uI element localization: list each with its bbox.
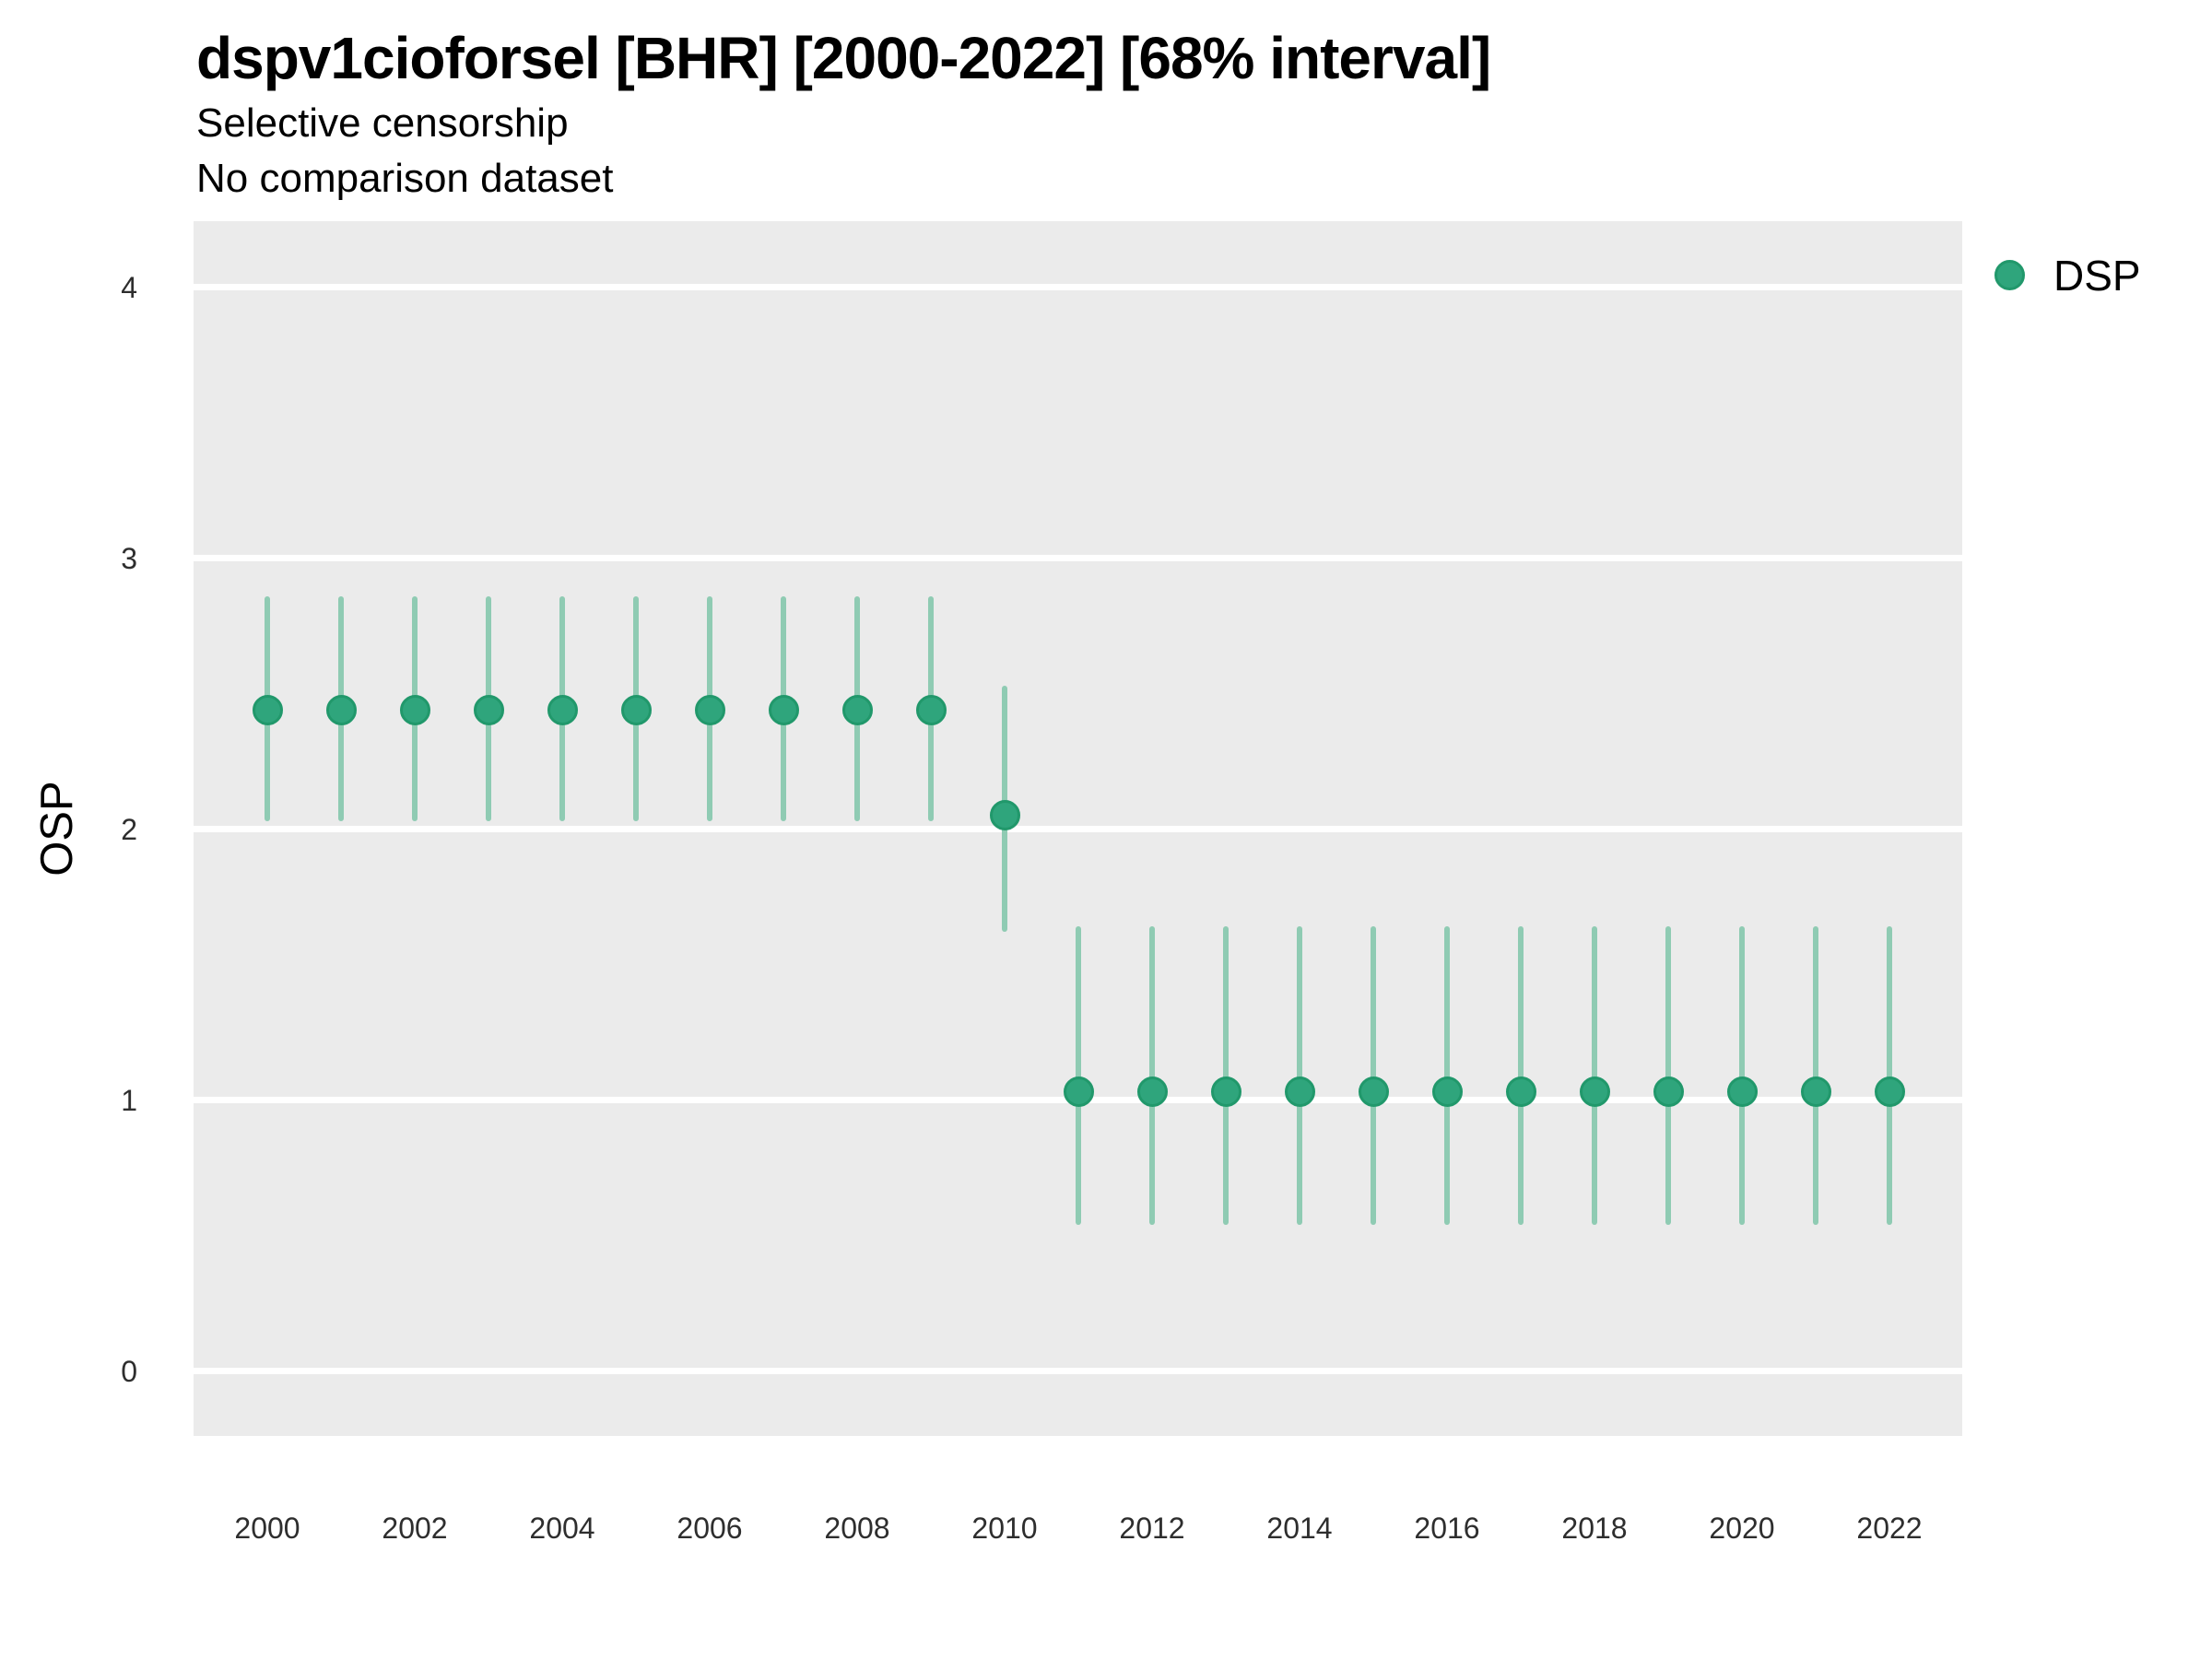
plot-panel bbox=[194, 221, 1962, 1436]
y-tick-label-0: 0 bbox=[121, 1354, 137, 1388]
point-2010 bbox=[989, 800, 1020, 831]
point-2013 bbox=[1210, 1077, 1241, 1108]
x-tick-label-2002: 2002 bbox=[382, 1512, 448, 1545]
point-2021 bbox=[1800, 1077, 1831, 1108]
point-2019 bbox=[1653, 1077, 1684, 1108]
point-2018 bbox=[1579, 1077, 1610, 1108]
point-2012 bbox=[1136, 1077, 1168, 1108]
interval-bar-2021 bbox=[1813, 926, 1818, 1225]
interval-bar-2015 bbox=[1371, 926, 1376, 1225]
legend-dsp-dot-icon bbox=[1994, 260, 2025, 290]
point-2009 bbox=[915, 694, 947, 725]
interval-bar-2016 bbox=[1444, 926, 1450, 1225]
point-2022 bbox=[1874, 1077, 1905, 1108]
x-tick-label-2016: 2016 bbox=[1414, 1512, 1480, 1545]
y-tick-label-4: 4 bbox=[121, 270, 137, 304]
x-tick-label-2008: 2008 bbox=[824, 1512, 890, 1545]
point-2006 bbox=[694, 694, 725, 725]
gridline-y-0 bbox=[194, 1368, 1962, 1374]
x-tick-label-2012: 2012 bbox=[1119, 1512, 1185, 1545]
legend-dsp-label: DSP bbox=[2053, 252, 2141, 300]
point-2008 bbox=[841, 694, 873, 725]
point-2020 bbox=[1726, 1077, 1758, 1108]
interval-bar-2012 bbox=[1149, 926, 1155, 1225]
chart-subtitle-line2: No comparison dataset bbox=[196, 156, 614, 201]
gridline-y-4 bbox=[194, 284, 1962, 290]
x-tick-label-2014: 2014 bbox=[1266, 1512, 1333, 1545]
x-tick-label-2018: 2018 bbox=[1561, 1512, 1628, 1545]
chart-title: dspv1cioforsel [BHR] [2000-2022] [68% in… bbox=[196, 25, 1491, 91]
point-2015 bbox=[1358, 1077, 1389, 1108]
point-2011 bbox=[1063, 1077, 1094, 1108]
chart-subtitle-line1: Selective censorship bbox=[196, 100, 569, 146]
x-tick-label-2010: 2010 bbox=[971, 1512, 1038, 1545]
interval-bar-2022 bbox=[1887, 926, 1892, 1225]
point-2001 bbox=[325, 694, 357, 725]
point-2014 bbox=[1284, 1077, 1315, 1108]
point-2007 bbox=[768, 694, 799, 725]
interval-bar-2013 bbox=[1223, 926, 1229, 1225]
y-tick-label-3: 3 bbox=[121, 541, 137, 575]
point-2017 bbox=[1505, 1077, 1536, 1108]
gridline-y-2 bbox=[194, 826, 1962, 832]
point-2000 bbox=[252, 694, 283, 725]
y-tick-label-2: 2 bbox=[121, 812, 137, 846]
point-2016 bbox=[1431, 1077, 1463, 1108]
interval-bar-2014 bbox=[1297, 926, 1302, 1225]
point-2004 bbox=[547, 694, 578, 725]
point-2002 bbox=[399, 694, 430, 725]
x-tick-label-2006: 2006 bbox=[677, 1512, 743, 1545]
interval-bar-2020 bbox=[1739, 926, 1745, 1225]
y-tick-label-1: 1 bbox=[121, 1083, 137, 1117]
point-2005 bbox=[620, 694, 652, 725]
interval-bar-2017 bbox=[1518, 926, 1524, 1225]
x-tick-label-2000: 2000 bbox=[234, 1512, 300, 1545]
x-tick-label-2022: 2022 bbox=[1856, 1512, 1923, 1545]
x-tick-label-2004: 2004 bbox=[529, 1512, 595, 1545]
interval-bar-2018 bbox=[1592, 926, 1597, 1225]
x-tick-label-2020: 2020 bbox=[1709, 1512, 1775, 1545]
interval-bar-2011 bbox=[1076, 926, 1081, 1225]
point-2003 bbox=[473, 694, 504, 725]
gridline-y-3 bbox=[194, 555, 1962, 561]
interval-bar-2019 bbox=[1665, 926, 1671, 1225]
